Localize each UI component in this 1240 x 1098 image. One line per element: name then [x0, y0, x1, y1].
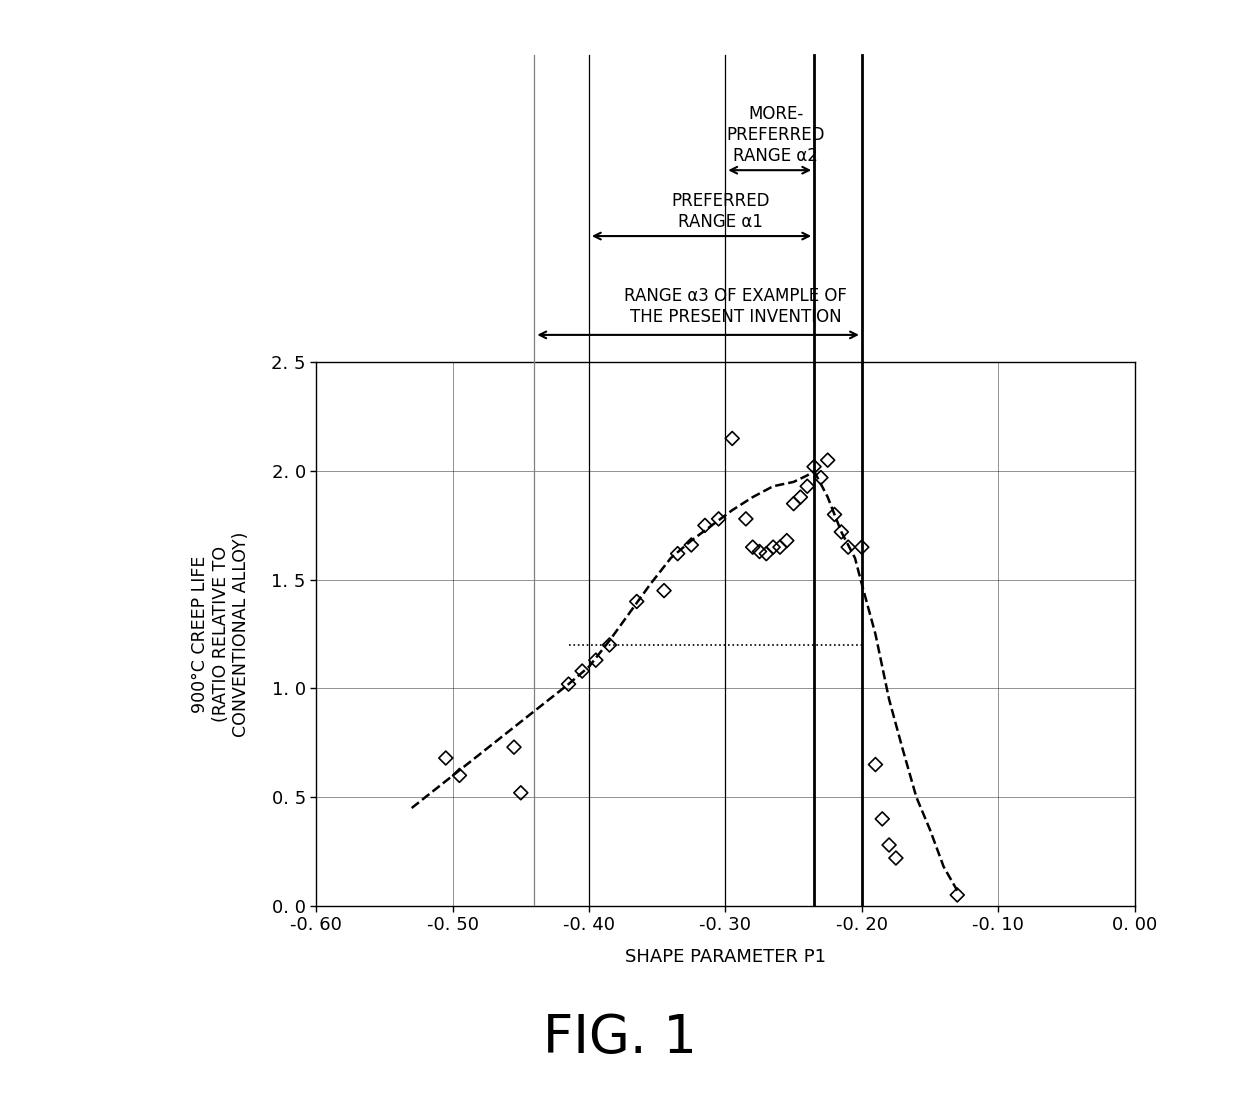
Point — [825, 506, 844, 524]
Point — [811, 469, 831, 486]
Point — [503, 738, 525, 755]
Point — [626, 593, 647, 610]
Point — [587, 651, 606, 669]
Point — [743, 538, 763, 556]
Point — [749, 542, 769, 560]
Point — [694, 517, 714, 535]
Point — [797, 478, 817, 495]
Point — [600, 636, 620, 653]
Text: MORE-
PREFERRED
RANGE α2: MORE- PREFERRED RANGE α2 — [727, 105, 825, 165]
Point — [885, 849, 905, 866]
Point — [450, 766, 470, 784]
X-axis label: SHAPE PARAMETER P1: SHAPE PARAMETER P1 — [625, 949, 826, 966]
Point — [832, 523, 852, 540]
Point — [784, 495, 804, 513]
Point — [776, 531, 797, 549]
Point — [818, 451, 838, 469]
Text: PREFERRED
RANGE α1: PREFERRED RANGE α1 — [671, 192, 769, 231]
Text: RANGE α3 OF EXAMPLE OF
THE PRESENT INVENTION: RANGE α3 OF EXAMPLE OF THE PRESENT INVEN… — [624, 288, 847, 326]
Point — [668, 545, 688, 562]
Point — [873, 810, 893, 828]
Point — [866, 755, 885, 773]
Point — [559, 675, 579, 693]
Point — [737, 511, 756, 528]
Point — [770, 538, 790, 556]
Point — [791, 489, 811, 506]
Point — [436, 749, 456, 766]
Point — [709, 511, 729, 528]
Point — [947, 886, 967, 904]
Point — [682, 536, 702, 553]
Point — [573, 662, 593, 680]
Point — [838, 538, 858, 556]
Point — [655, 582, 675, 600]
Point — [756, 545, 776, 562]
Point — [805, 458, 825, 475]
Point — [879, 837, 899, 854]
Point — [722, 429, 742, 447]
Text: FIG. 1: FIG. 1 — [543, 1011, 697, 1064]
Point — [764, 538, 784, 556]
Y-axis label: 900°C CREEP LIFE
(RATIO RELATIVE TO
CONVENTIONAL ALLOY): 900°C CREEP LIFE (RATIO RELATIVE TO CONV… — [191, 531, 250, 737]
Point — [852, 538, 872, 556]
Point — [511, 784, 531, 802]
